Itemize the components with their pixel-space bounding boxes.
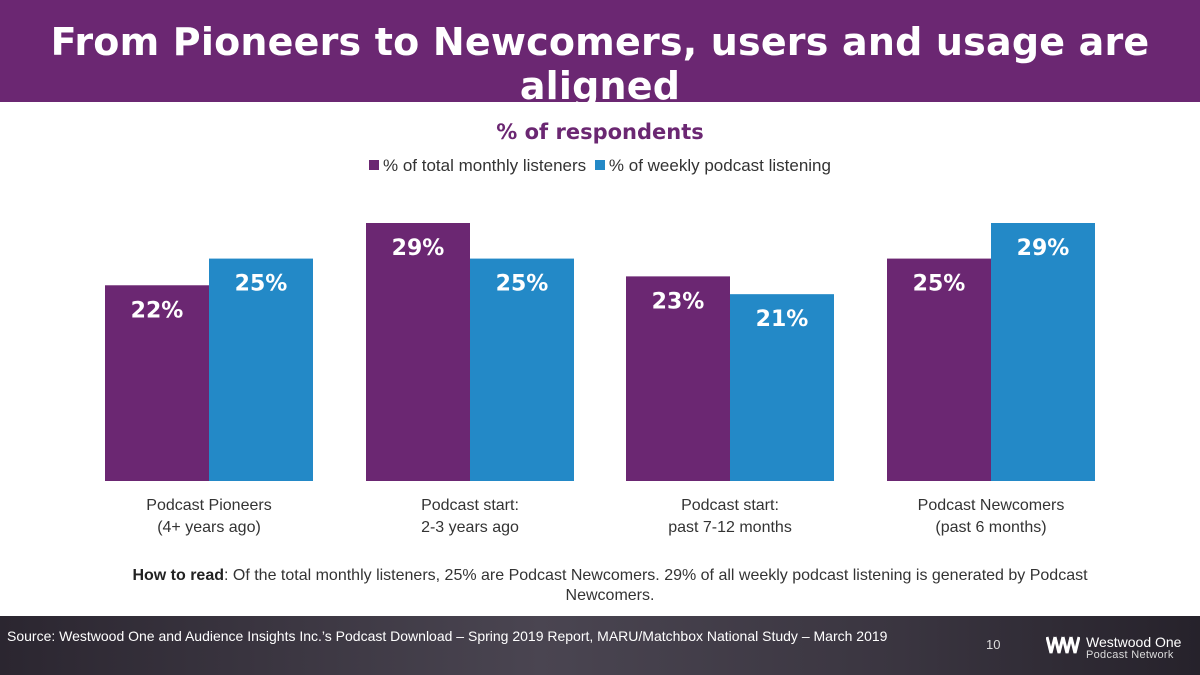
category-label-1-line-1: Podcast Pioneers (146, 497, 271, 514)
category-label-4-line-2: (past 6 months) (935, 519, 1046, 536)
slide-title: From Pioneers to Newcomers, users and us… (50, 20, 1150, 108)
data-label-monthly-3: 23% (652, 289, 705, 314)
bar-monthly-3 (626, 276, 730, 481)
logo-subtitle: Podcast Network (1086, 649, 1174, 661)
data-label-monthly-2: 29% (392, 236, 445, 261)
bar-weekly-3 (730, 294, 834, 481)
bar-chart: 22% 25% Podcast Pioneers (4+ years ago) 29% 2… (105, 223, 1095, 536)
source-citation: Source: Westwood One and Audience Insigh… (7, 628, 888, 644)
category-label-3-line-2: past 7-12 months (668, 519, 792, 536)
category-label-2-line-2: 2-3 years ago (421, 519, 519, 536)
bar-monthly-1 (105, 285, 209, 481)
how-to-read-label: How to read (132, 567, 224, 584)
data-label-weekly-2: 25% (496, 272, 549, 297)
legend-swatch-monthly (369, 160, 380, 170)
category-label-4-line-1: Podcast Newcomers (918, 497, 1065, 514)
data-label-weekly-4: 29% (1017, 236, 1070, 261)
logo-name: Westwood One (1086, 634, 1182, 650)
legend-label-monthly: % of total monthly listeners (383, 156, 587, 175)
data-label-monthly-1: 22% (131, 298, 184, 323)
legend-item-monthly: % of total monthly listeners (369, 156, 586, 176)
category-label-1-line-2: (4+ years ago) (157, 519, 261, 536)
data-label-weekly-1: 25% (235, 272, 288, 297)
westwood-logo-icon (1046, 636, 1080, 654)
legend-swatch-weekly (594, 160, 605, 170)
legend-item-weekly: % of weekly podcast listening (594, 156, 831, 176)
category-label-2-line-1: Podcast start: (421, 497, 519, 514)
chart-title: % of respondents (496, 120, 704, 144)
category-label-3-line-1: Podcast start: (681, 497, 779, 514)
footer-bar: Source: Westwood One and Audience Insigh… (0, 616, 1200, 675)
how-to-read-note: How to read: Of the total monthly listen… (100, 566, 1120, 606)
bar-weekly-2 (470, 258, 574, 481)
bar-monthly-2 (366, 223, 470, 481)
legend-label-weekly: % of weekly podcast listening (608, 156, 831, 175)
chart-legend: % of total monthly listeners % of weekly… (0, 156, 1200, 176)
data-label-monthly-4: 25% (913, 272, 966, 297)
westwood-one-logo: Westwood One Podcast Network (1046, 634, 1186, 664)
data-label-weekly-3: 21% (756, 307, 809, 332)
page-number: 10 (986, 637, 1001, 652)
bar-weekly-1 (209, 258, 313, 481)
slide-header: From Pioneers to Newcomers, users and us… (0, 0, 1200, 108)
bar-monthly-4 (887, 258, 991, 481)
bar-weekly-4 (991, 223, 1095, 481)
how-to-read-text: : Of the total monthly listeners, 25% ar… (224, 567, 1088, 604)
